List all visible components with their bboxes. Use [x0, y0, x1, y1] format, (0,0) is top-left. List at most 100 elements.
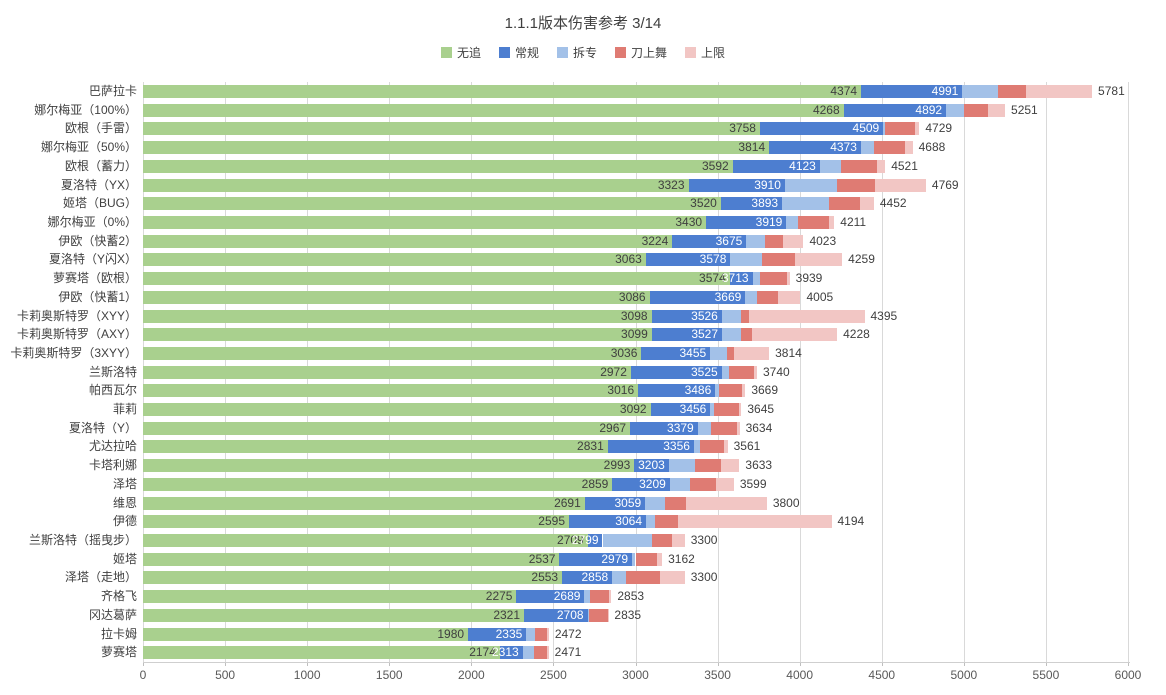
bar-segment-上限	[778, 290, 801, 304]
bar-segment-无追	[143, 141, 770, 155]
bar-segment-常规	[688, 178, 785, 192]
category-label: 拉卡姆	[100, 626, 137, 641]
bar-segment-拆专	[746, 234, 766, 248]
bar-label-wuzhui: 2321	[493, 607, 521, 622]
bar-segment-上限	[737, 421, 740, 435]
bar-label-wuzhui: 3224	[641, 233, 669, 248]
bar-segment-刀上舞	[535, 627, 547, 641]
bar-label-wuzhui: 3574	[699, 271, 726, 286]
category-label: 帕西瓦尔	[88, 383, 137, 398]
bar-label-changgui: 3356	[663, 439, 690, 454]
chart-row: 3099 3527 4228	[143, 325, 1130, 344]
axis-tick-mark	[471, 662, 473, 666]
bar-segment-无追	[143, 309, 652, 323]
value-axis-line	[143, 662, 1130, 663]
bar-label-shangxian: 4023	[809, 233, 837, 248]
bar-label-shangxian: 2835	[614, 607, 642, 622]
legend-swatch-icon	[440, 47, 452, 58]
bar-segment-上限	[686, 496, 767, 510]
bar-label-wuzhui: 3758	[729, 121, 756, 136]
bar-segment-常规	[584, 496, 646, 510]
bar-segment-刀上舞	[998, 85, 1027, 98]
bar-segment-上限	[875, 178, 926, 192]
legend-swatch-icon	[556, 47, 568, 58]
bar-segment-常规	[524, 608, 588, 622]
chart-row: 3016 3486 3669	[143, 381, 1130, 400]
category-label: 巴萨拉卡	[88, 84, 137, 98]
bar-segment-常规	[516, 590, 585, 604]
bar-segment-无追	[143, 440, 608, 454]
bar-segment-常规	[607, 440, 694, 454]
bar-label-changgui: 3578	[699, 252, 727, 267]
bar-segment-无追	[143, 272, 730, 286]
bar-label-changgui: 3059	[614, 495, 642, 510]
bar-segment-上限	[988, 103, 1006, 117]
category-label: 娜尔梅亚（50%）	[40, 140, 137, 155]
axis-tick-label: 5000	[950, 668, 978, 682]
bar-segment-上限	[904, 141, 913, 155]
bar-label-wuzhui: 2859	[581, 476, 609, 491]
bar-label-changgui: 3669	[714, 289, 742, 304]
bar-segment-上限	[724, 440, 728, 454]
bar-segment-拆专	[710, 346, 728, 360]
bar-segment-刀上舞	[727, 346, 734, 360]
bar-label-shangxian: 5251	[1011, 102, 1038, 117]
legend-item-无追: 无追	[440, 44, 481, 61]
bar-label-changgui: 3486	[684, 383, 712, 398]
chart-row: 2537 2979 3162	[143, 550, 1130, 569]
bar-segment-常规	[720, 197, 783, 211]
axis-tick-label: 3000	[622, 668, 649, 682]
chart-row: 3092 3456 3645	[143, 400, 1130, 419]
category-label: 娜尔梅亚（100%）	[34, 102, 137, 117]
axis-tick-label: 0	[139, 668, 147, 682]
axis-tick-mark	[553, 662, 555, 666]
bar-label-shangxian: 3814	[775, 345, 802, 360]
bar-segment-无追	[143, 496, 585, 510]
bar-label-changgui: 3526	[691, 308, 718, 323]
axis-tick-mark	[307, 662, 309, 666]
axis-tick-mark	[1045, 662, 1047, 666]
bar-segment-刀上舞	[589, 590, 610, 604]
bar-label-shangxian: 5781	[1098, 84, 1125, 98]
bar-label-changgui: 4991	[931, 84, 959, 98]
bar-segment-常规	[729, 272, 753, 286]
chart-row: 3086 3669 4005	[143, 288, 1130, 307]
bar-label-shangxian: 3561	[733, 439, 761, 454]
bar-label-wuzhui: 2553	[531, 570, 559, 585]
category-label: 卡莉奥斯特罗（XYY）	[16, 308, 137, 323]
bar-label-shangxian: 4769	[931, 177, 959, 192]
bar-label-wuzhui: 3592	[701, 158, 729, 173]
bar-segment-常规	[499, 646, 523, 660]
bar-segment-上限	[860, 197, 874, 211]
bar-label-changgui: 3910	[754, 177, 781, 192]
chart-row: 2275 2689 2853	[143, 587, 1130, 606]
bar-segment-常规	[651, 328, 722, 342]
legend-label: 无追	[456, 46, 481, 60]
bar-label-wuzhui: 2691	[554, 495, 581, 510]
chart-row: 3063 3578 4259	[143, 250, 1130, 269]
bar-segment-常规	[559, 552, 633, 566]
category-label: 娜尔梅亚（0%）	[47, 214, 137, 229]
bar-segment-上限	[678, 515, 832, 529]
bar-segment-刀上舞	[760, 272, 787, 286]
axis-tick-mark	[389, 662, 391, 666]
bar-segment-无追	[143, 215, 707, 229]
bar-segment-拆专	[784, 178, 838, 192]
bar-segment-拆专	[782, 197, 830, 211]
bar-segment-拆专	[730, 253, 762, 267]
bar-segment-刀上舞	[873, 141, 905, 155]
bar-segment-刀上舞	[588, 608, 608, 622]
bar-segment-无追	[143, 515, 569, 529]
bar-segment-刀上舞	[756, 290, 779, 304]
bar-segment-上限	[1026, 85, 1093, 98]
gridline	[1128, 82, 1129, 662]
bar-segment-上限	[829, 215, 835, 229]
bar-label-changgui: 3064	[615, 514, 642, 529]
bar-label-wuzhui: 3092	[619, 402, 647, 417]
bar-segment-拆专	[522, 646, 534, 660]
category-label: 伊欧（快蓄1）	[58, 289, 137, 304]
bar-label-wuzhui: 3063	[615, 252, 642, 267]
bar-segment-拆专	[697, 421, 712, 435]
axis-tick-label: 2000	[457, 668, 485, 682]
bar-segment-刀上舞	[729, 365, 754, 379]
